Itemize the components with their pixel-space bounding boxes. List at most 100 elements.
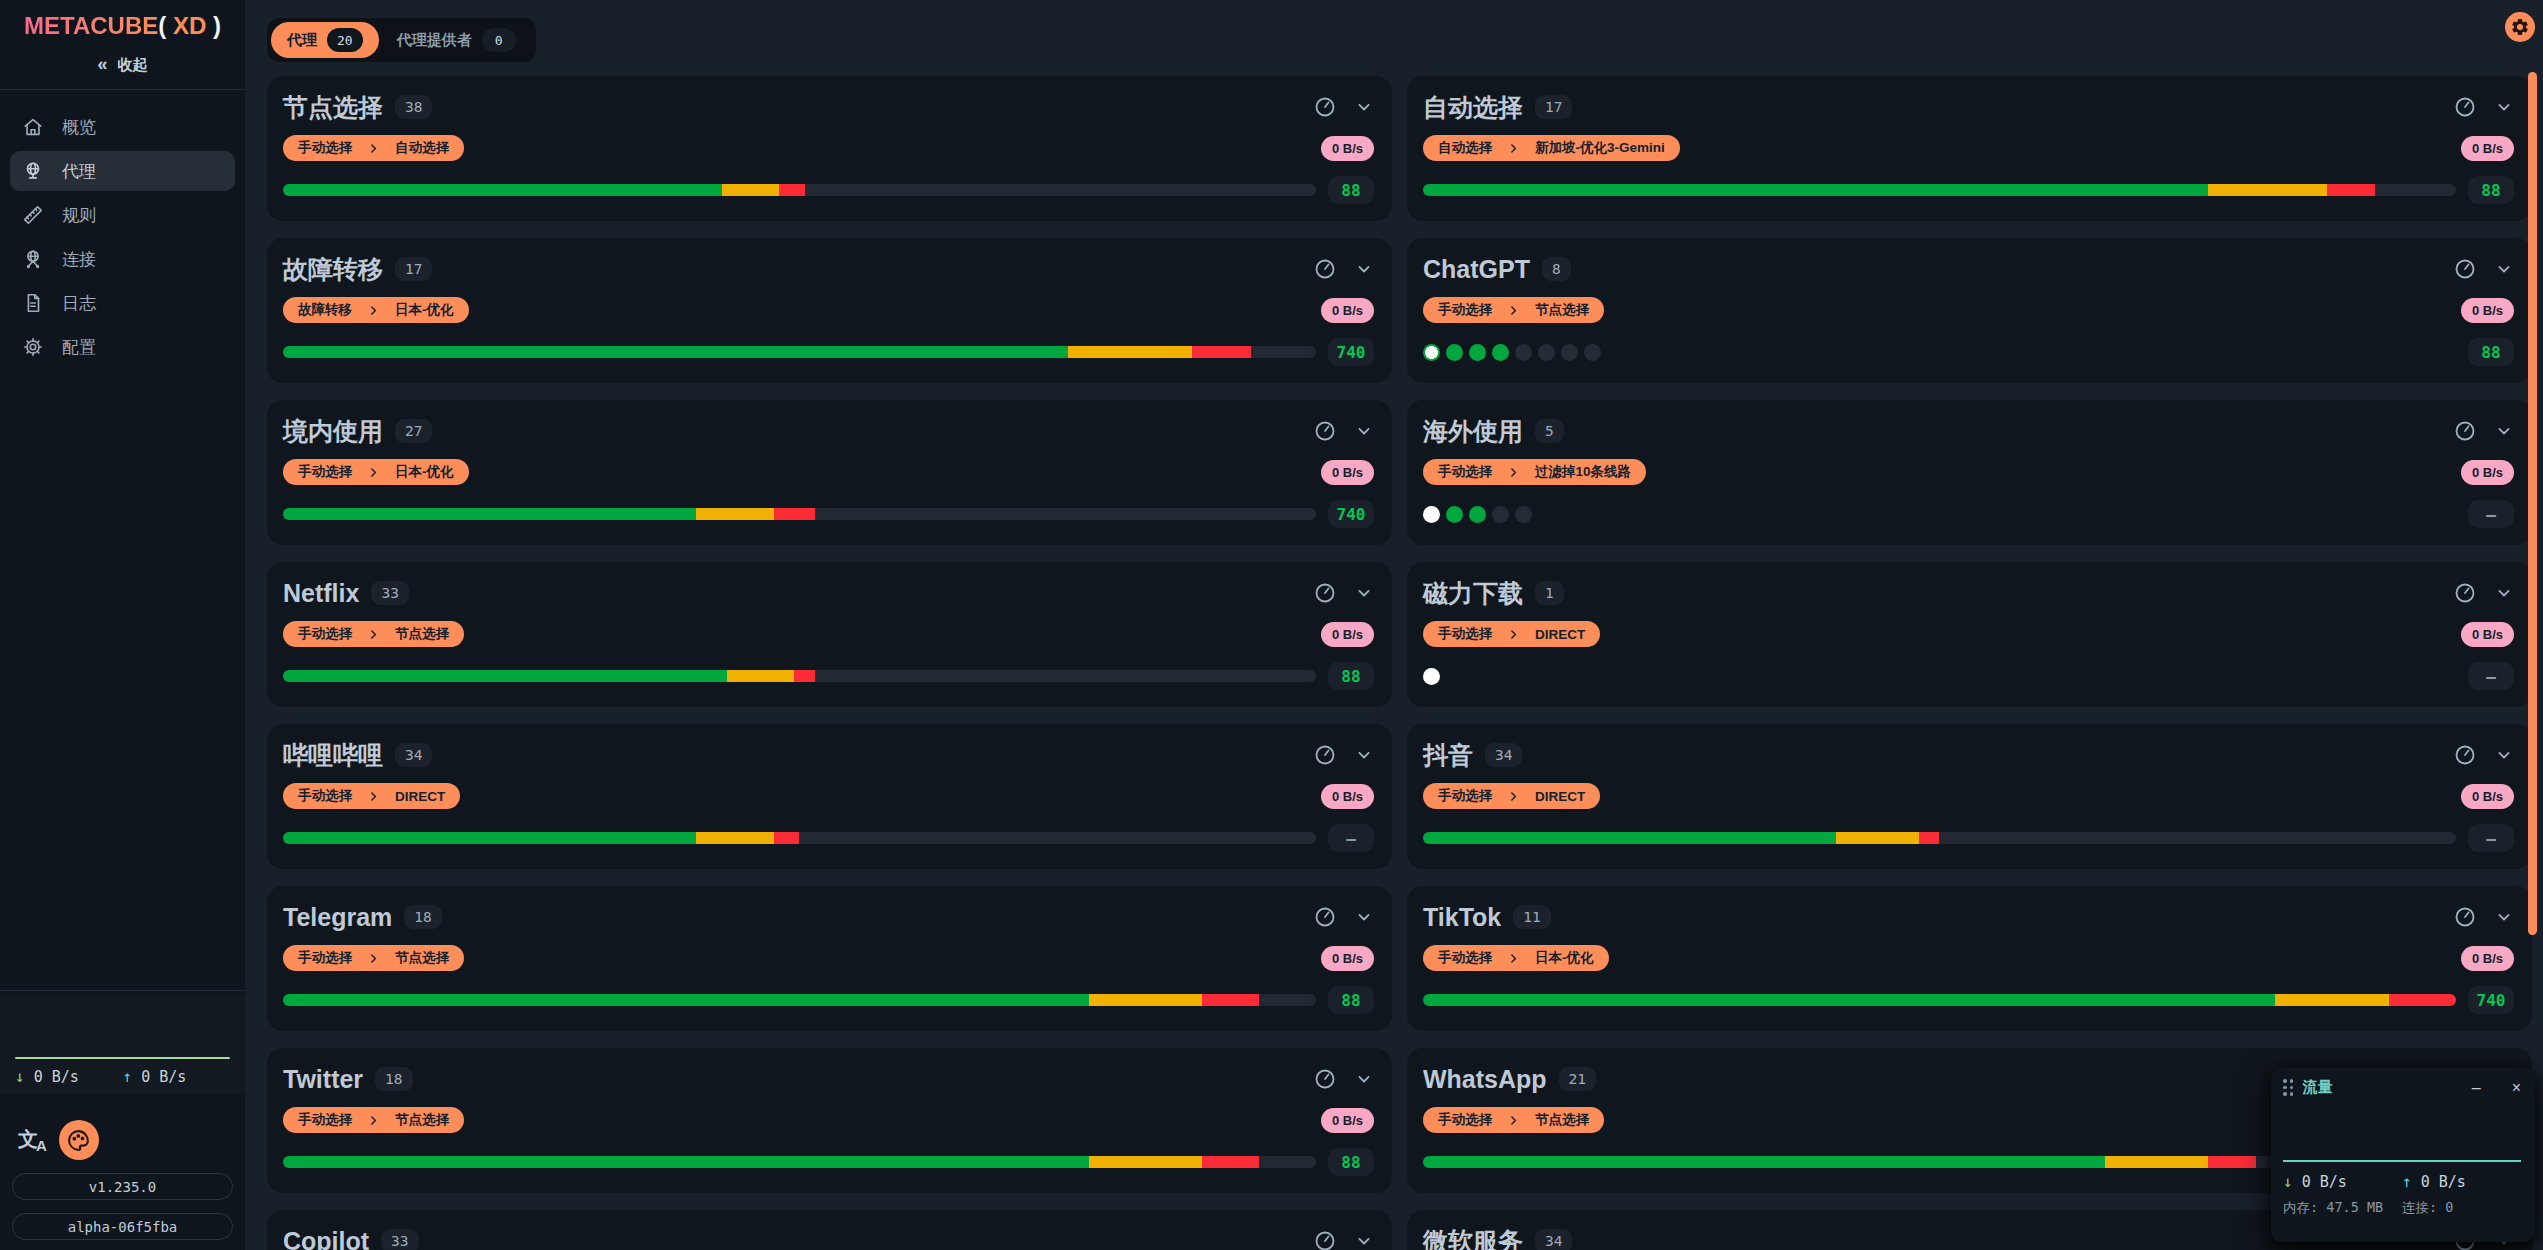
drag-handle-icon[interactable]: [2283, 1079, 2294, 1096]
group-name: Telegram: [283, 903, 392, 932]
group-latency: 740: [2468, 986, 2514, 1014]
latency-test-button[interactable]: [1313, 419, 1337, 443]
latency-test-button[interactable]: [1313, 1067, 1337, 1091]
latency-test-button[interactable]: [1313, 1229, 1337, 1250]
sidebar-item-globe[interactable]: 代理: [10, 151, 235, 191]
selected-proxy-badge[interactable]: 手动选择 节点选择: [283, 945, 464, 971]
latency-test-button[interactable]: [1313, 905, 1337, 929]
bar-green-segment: [283, 184, 722, 196]
latency-test-button[interactable]: [1313, 581, 1337, 605]
sidebar-item-label: 连接: [62, 248, 96, 271]
card-header: 境内使用 27: [283, 413, 1374, 449]
chevron-down-icon[interactable]: [1354, 1231, 1374, 1250]
tabs-bar: 代理20代理提供者0: [267, 18, 536, 62]
proxy-group-card: 节点选择 38 手动选择 自动选择 0 B/s 88: [267, 76, 1392, 221]
language-icon[interactable]: 文A: [18, 1126, 47, 1154]
sidebar-item-file[interactable]: 日志: [10, 283, 235, 323]
proxy-node-dot[interactable]: [1492, 506, 1509, 523]
selected-proxy-badge[interactable]: 手动选择 DIRECT: [1423, 621, 1600, 647]
group-latency: 88: [1328, 1148, 1374, 1176]
sidebar-item-ruler[interactable]: 规则: [10, 195, 235, 235]
selected-proxy-badge[interactable]: 手动选择 日本-优化: [1423, 945, 1609, 971]
selected-proxy-badge[interactable]: 手动选择 过滤掉10条线路: [1423, 459, 1646, 485]
latency-bar: [283, 994, 1316, 1006]
selected-proxy-badge[interactable]: 手动选择 节点选择: [283, 1107, 464, 1133]
card-bottom-row: 88: [283, 1148, 1374, 1176]
minimize-button[interactable]: –: [2472, 1080, 2481, 1096]
collapse-label: 收起: [118, 56, 148, 73]
latency-test-button[interactable]: [1313, 257, 1337, 281]
proxy-node-dot[interactable]: [1446, 506, 1463, 523]
selected-proxy-badge[interactable]: 自动选择 新加坡-优化3-Gemini: [1423, 135, 1680, 161]
chevron-down-icon[interactable]: [1354, 745, 1374, 765]
latency-test-button[interactable]: [2453, 419, 2477, 443]
tab-代理提供者[interactable]: 代理提供者0: [381, 22, 532, 58]
chevron-down-icon[interactable]: [2494, 97, 2514, 117]
latency-test-button[interactable]: [1313, 95, 1337, 119]
proxy-node-dot[interactable]: [1469, 344, 1486, 361]
chevron-down-icon[interactable]: [1354, 259, 1374, 279]
proxy-node-dot[interactable]: [1561, 344, 1578, 361]
chevron-down-icon[interactable]: [1354, 583, 1374, 603]
sidebar-item-gear[interactable]: 配置: [10, 327, 235, 367]
proxy-node-dot[interactable]: [1423, 668, 1440, 685]
latency-test-button[interactable]: [2453, 581, 2477, 605]
selected-proxy-badge[interactable]: 手动选择 日本-优化: [283, 459, 469, 485]
sidebar-item-home[interactable]: 概览: [10, 107, 235, 147]
bar-yellow-segment: [696, 508, 773, 520]
chevron-down-icon[interactable]: [1354, 1069, 1374, 1089]
group-speed-badge: 0 B/s: [1321, 946, 1374, 971]
chevron-down-icon[interactable]: [1354, 907, 1374, 927]
selected-proxy-badge[interactable]: 手动选择 自动选择: [283, 135, 464, 161]
close-button[interactable]: ×: [2512, 1080, 2521, 1096]
card-badge-row: 自动选择 新加坡-优化3-Gemini 0 B/s: [1423, 135, 2514, 161]
group-name: Twitter: [283, 1065, 363, 1094]
sidebar-download-speed: ↓ 0 B/s: [15, 1067, 123, 1086]
proxy-node-dot[interactable]: [1538, 344, 1555, 361]
chevron-down-icon[interactable]: [1354, 421, 1374, 441]
settings-gear-button[interactable]: [2505, 12, 2535, 42]
latency-test-button[interactable]: [2453, 905, 2477, 929]
card-badge-row: 手动选择 过滤掉10条线路 0 B/s: [1423, 459, 2514, 485]
tab-label: 代理提供者: [397, 31, 472, 50]
proxy-node-dot[interactable]: [1469, 506, 1486, 523]
proxy-node-dot[interactable]: [1515, 506, 1532, 523]
proxy-node-dot[interactable]: [1423, 344, 1440, 361]
group-count-badge: 38: [395, 95, 432, 119]
latency-test-button[interactable]: [1313, 743, 1337, 767]
proxy-node-dot[interactable]: [1492, 344, 1509, 361]
selected-proxy-badge[interactable]: 手动选择 DIRECT: [283, 783, 460, 809]
card-bottom-row: 740: [283, 338, 1374, 366]
proxy-node-dot[interactable]: [1515, 344, 1532, 361]
sidebar-item-network[interactable]: 连接: [10, 239, 235, 279]
chevron-down-icon[interactable]: [1354, 97, 1374, 117]
proxy-node-dot[interactable]: [1584, 344, 1601, 361]
latency-bar: [1423, 832, 2456, 844]
chevron-down-icon[interactable]: [2494, 259, 2514, 279]
chevron-down-icon[interactable]: [2494, 907, 2514, 927]
proxy-node-dot[interactable]: [1423, 506, 1440, 523]
selected-proxy-badge[interactable]: 手动选择 DIRECT: [1423, 783, 1600, 809]
chevron-down-icon[interactable]: [2494, 745, 2514, 765]
group-speed-badge: 0 B/s: [2461, 298, 2514, 323]
card-badge-row: 手动选择 自动选择 0 B/s: [283, 135, 1374, 161]
card-badge-row: 手动选择 DIRECT 0 B/s: [283, 783, 1374, 809]
latency-test-button[interactable]: [2453, 743, 2477, 767]
proxy-node-dot[interactable]: [1446, 344, 1463, 361]
group-count-badge: 11: [1513, 905, 1550, 929]
group-name: 抖音: [1423, 739, 1473, 772]
sidebar-collapse-button[interactable]: «收起: [0, 54, 245, 75]
selected-proxy-badge[interactable]: 手动选择 节点选择: [1423, 1107, 1604, 1133]
latency-test-button[interactable]: [2453, 257, 2477, 281]
theme-palette-button[interactable]: [59, 1120, 99, 1160]
memory-stat: 内存: 47.5 MB: [2283, 1199, 2402, 1217]
latency-bar: [283, 1156, 1316, 1168]
chevron-down-icon[interactable]: [2494, 421, 2514, 441]
tab-代理[interactable]: 代理20: [271, 22, 379, 58]
latency-test-button[interactable]: [2453, 95, 2477, 119]
selected-proxy-badge[interactable]: 手动选择 节点选择: [1423, 297, 1604, 323]
chevron-down-icon[interactable]: [2494, 583, 2514, 603]
selected-proxy-badge[interactable]: 手动选择 节点选择: [283, 621, 464, 647]
selected-proxy-badge[interactable]: 故障转移 日本-优化: [283, 297, 469, 323]
scrollbar-thumb[interactable]: [2528, 72, 2537, 935]
